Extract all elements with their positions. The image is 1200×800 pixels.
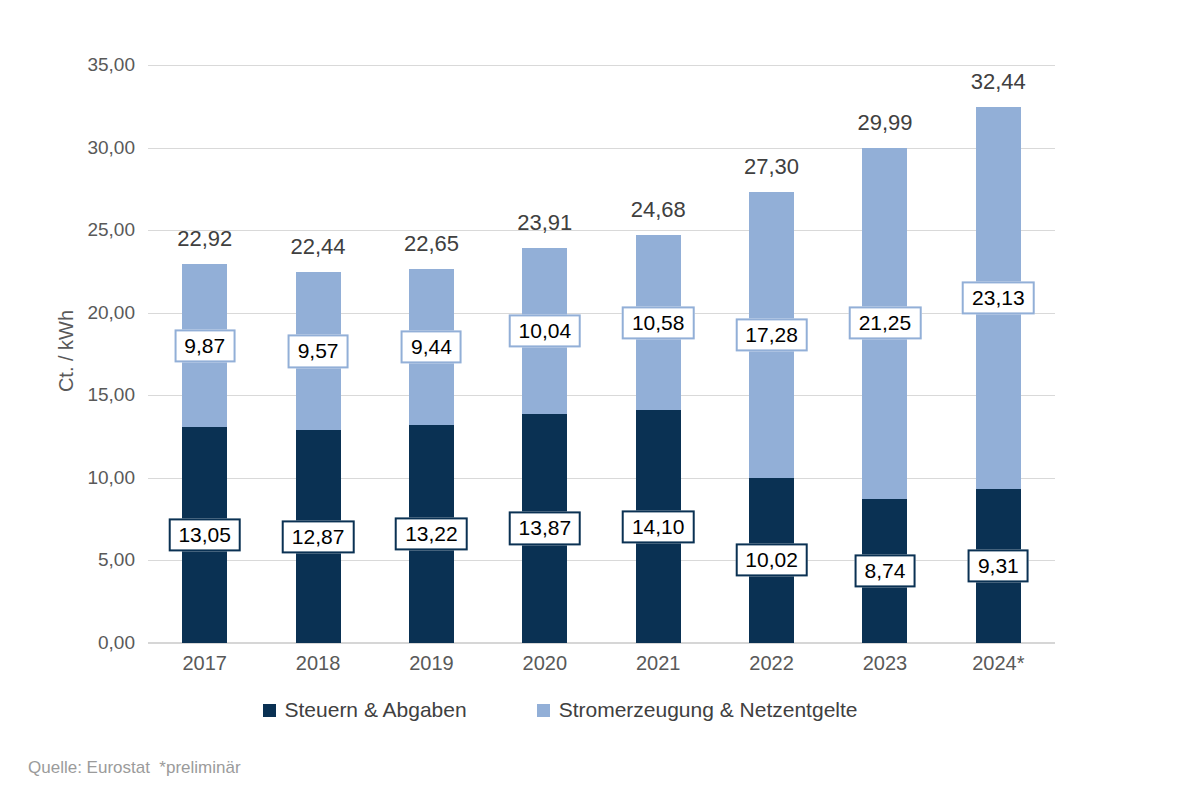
gridline: [148, 560, 1055, 561]
total-label-2017: 22,92: [177, 226, 232, 252]
total-label-2018: 22,44: [291, 234, 346, 260]
legend-label: Stromerzeugung & Netzentgelte: [559, 698, 858, 722]
x-tick-label-2024*: 2024*: [972, 652, 1024, 675]
x-tick-label-2021: 2021: [636, 652, 681, 675]
value-label-2020-strom: 10,04: [509, 314, 582, 347]
chart-canvas: Ct. / kWh 0,005,0010,0015,0020,0025,0030…: [0, 0, 1200, 800]
value-label-2023-steuern: 8,74: [855, 554, 916, 587]
y-tick-label: 30,00: [65, 137, 135, 159]
legend-label: Steuern & Abgaben: [285, 698, 467, 722]
y-tick-label: 20,00: [65, 302, 135, 324]
total-label-2020: 23,91: [517, 210, 572, 236]
total-label-2021: 24,68: [631, 197, 686, 223]
legend-swatch-icon: [263, 704, 276, 717]
y-tick-label: 35,00: [65, 54, 135, 76]
value-label-2024*-steuern: 9,31: [968, 550, 1029, 583]
value-label-2018-strom: 9,57: [288, 335, 349, 368]
y-tick-label: 5,00: [65, 549, 135, 571]
value-label-2017-strom: 9,87: [174, 329, 235, 362]
value-label-2021-steuern: 14,10: [622, 510, 695, 543]
x-tick-label-2017: 2017: [182, 652, 227, 675]
value-label-2022-steuern: 10,02: [735, 544, 808, 577]
gridline: [148, 478, 1055, 479]
value-label-2019-strom: 9,44: [401, 330, 462, 363]
value-label-2021-strom: 10,58: [622, 306, 695, 339]
x-tick-label-2020: 2020: [523, 652, 568, 675]
gridline: [148, 395, 1055, 396]
x-tick-label-2019: 2019: [409, 652, 454, 675]
value-label-2024*-strom: 23,13: [962, 282, 1035, 315]
gridline: [148, 230, 1055, 231]
value-label-2017-steuern: 13,05: [168, 519, 241, 552]
value-label-2020-steuern: 13,87: [509, 512, 582, 545]
x-tick-label-2018: 2018: [296, 652, 341, 675]
legend: Steuern & Abgaben Stromerzeugung & Netzen…: [0, 698, 1120, 722]
value-label-2023-strom: 21,25: [849, 307, 922, 340]
gridline: [148, 148, 1055, 149]
legend-swatch-icon: [537, 704, 550, 717]
legend-item-strom: Stromerzeugung & Netzentgelte: [537, 698, 858, 722]
x-axis-line: [148, 642, 1055, 644]
y-tick-label: 0,00: [65, 632, 135, 654]
x-tick-label-2023: 2023: [863, 652, 908, 675]
source-note: Quelle: Eurostat *preliminär: [28, 758, 241, 778]
gridline: [148, 65, 1055, 66]
x-tick-label-2022: 2022: [749, 652, 794, 675]
total-label-2019: 22,65: [404, 231, 459, 257]
total-label-2023: 29,99: [857, 110, 912, 136]
total-label-2022: 27,30: [744, 154, 799, 180]
value-label-2018-steuern: 12,87: [282, 520, 355, 553]
legend-item-steuern: Steuern & Abgaben: [263, 698, 467, 722]
y-tick-label: 10,00: [65, 467, 135, 489]
total-label-2024*: 32,44: [971, 69, 1026, 95]
y-tick-label: 25,00: [65, 219, 135, 241]
value-label-2019-steuern: 13,22: [395, 517, 468, 550]
value-label-2022-strom: 17,28: [735, 318, 808, 351]
y-tick-label: 15,00: [65, 384, 135, 406]
